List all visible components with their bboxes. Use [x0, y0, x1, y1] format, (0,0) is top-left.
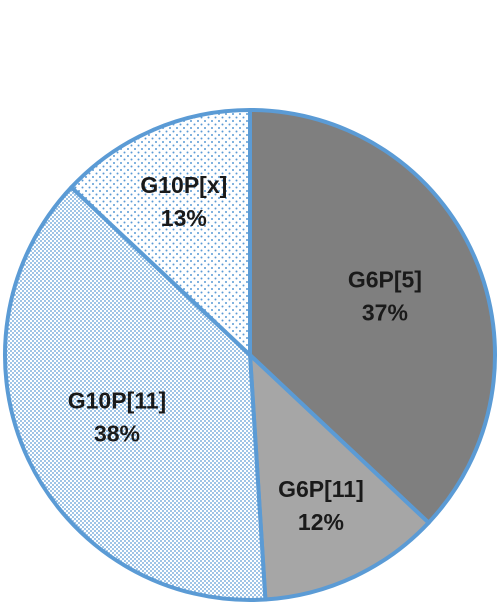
slice-value-label: 38% — [94, 421, 140, 447]
pie-slice — [3, 185, 268, 602]
slice-value-label: 37% — [362, 300, 408, 326]
slice-label: G10P[x] — [140, 172, 227, 198]
pie-slice — [248, 108, 497, 525]
slice-value-label: 13% — [161, 205, 207, 231]
pie-slice — [248, 353, 431, 602]
slice-label: G10P[11] — [68, 388, 166, 414]
pie-slice — [69, 108, 252, 357]
slice-label: G6P[11] — [278, 476, 364, 502]
slice-value-label: 12% — [298, 509, 344, 535]
slice-label: G6P[5] — [348, 267, 422, 293]
